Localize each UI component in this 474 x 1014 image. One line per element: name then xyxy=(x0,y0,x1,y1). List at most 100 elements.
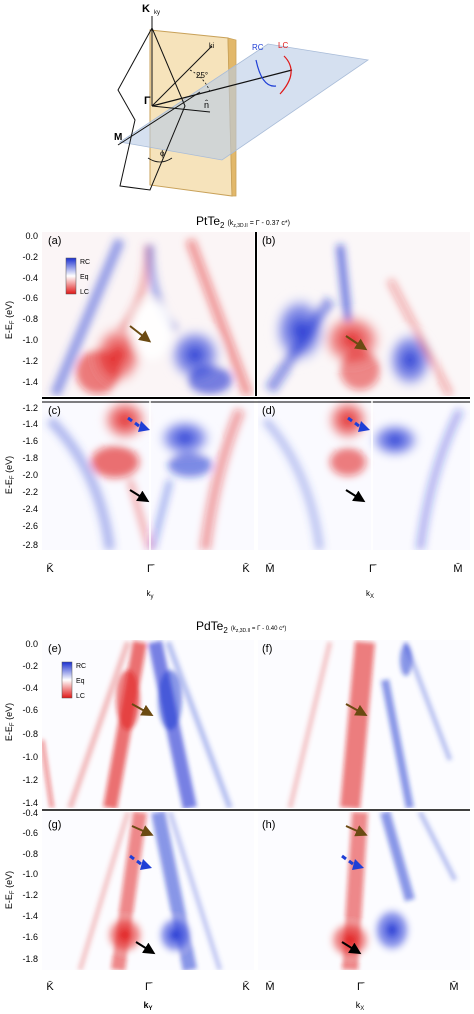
panel-b-label: (b) xyxy=(262,235,275,247)
pd-ylabel-top: E-EF (eV) xyxy=(4,703,16,741)
panel-g-map xyxy=(42,812,254,970)
y-tick: -2.0 xyxy=(22,470,38,480)
y-tick: -1.2 xyxy=(22,890,38,900)
ki-axis xyxy=(151,45,213,107)
x-tick: Γ̄ xyxy=(145,981,153,993)
gm-axis xyxy=(117,91,201,146)
ky-label: ky xyxy=(154,10,160,16)
phi-label: ϕ xyxy=(160,149,165,158)
pd-xlabel-right: kX xyxy=(356,1000,365,1012)
panel-f-map xyxy=(258,640,470,808)
ki-label: ki xyxy=(209,43,215,50)
panel-d-map xyxy=(258,400,470,550)
y-tick: -0.2 xyxy=(22,252,38,262)
x-tick: Γ̄ xyxy=(369,563,377,575)
x-tick: M̄ xyxy=(265,562,274,575)
y-tick: -1.0 xyxy=(22,869,38,879)
pd-xlabel-left: kY xyxy=(143,1000,152,1012)
pd-arrow-black-g xyxy=(135,941,156,955)
pd-ylabel-bottom: E-EF (eV) xyxy=(4,871,16,909)
x-tick: Γ̄ xyxy=(357,981,365,993)
pt-ylabel-top: E-EF (eV) xyxy=(4,301,16,339)
pt-colorbar xyxy=(65,257,77,295)
panel-e-label: (e) xyxy=(48,643,61,655)
x-tick: K̄ xyxy=(242,980,250,993)
pt-arrow-black-c xyxy=(129,489,150,503)
pt-legend-eq: Eq xyxy=(80,274,89,281)
pd-yaxis-bottom: -0.4 -0.6 -0.8 -1.0 -1.2 -1.4 -1.6 -1.8 xyxy=(22,808,38,964)
pd-arrow-brown-e xyxy=(131,703,154,716)
y-tick: -1.6 xyxy=(22,932,38,942)
y-tick: -0.8 xyxy=(22,314,38,324)
gamma-label: Γ xyxy=(144,95,151,107)
pd-legend-eq: Eq xyxy=(76,678,85,685)
y-tick: -0.2 xyxy=(22,661,38,671)
panel-c-map xyxy=(42,400,254,550)
y-tick: -1.2 xyxy=(22,403,38,413)
panel-b-map xyxy=(258,232,470,396)
pd-arrow-blue-dashed-g xyxy=(129,854,152,870)
pt-arrow-blue-dashed-c xyxy=(127,416,150,432)
pt-arrow-black-d xyxy=(345,489,366,503)
pd-colorbar-legend: RC Eq LC xyxy=(61,661,86,700)
pt-xaxis: K̄ Γ̄ K̄ M̄ Γ̄ M̄ xyxy=(46,562,462,575)
y-tick: -0.8 xyxy=(22,729,38,739)
pd-arrow-brown-f xyxy=(345,703,368,716)
pt-ylabel-bottom: E-EF (eV) xyxy=(4,456,16,494)
beam-line xyxy=(151,69,293,107)
panel-c-label: (c) xyxy=(48,405,61,417)
pt-yaxis-bottom: -1.2 -1.4 -1.6 -1.8 -2.0 -2.2 -2.4 -2.6 … xyxy=(22,403,38,550)
k-label: K xyxy=(142,3,150,15)
lc-label: LC xyxy=(278,41,288,50)
panel-f-label: (f) xyxy=(262,643,272,655)
x-tick: M̄ xyxy=(265,980,274,993)
pd-legend-rc: RC xyxy=(76,663,86,670)
y-tick: -0.8 xyxy=(22,849,38,859)
panel-e-map xyxy=(42,640,254,808)
panel-g-label: (g) xyxy=(48,819,61,831)
y-tick: -1.2 xyxy=(22,775,38,785)
n-axis xyxy=(151,105,211,113)
y-tick: 0.0 xyxy=(25,639,38,649)
y-tick: -1.4 xyxy=(22,377,38,387)
pt-yaxis-top: 0.0 -0.2 -0.4 -0.6 -0.8 -1.0 -1.2 -1.4 xyxy=(22,231,38,387)
blue-plane xyxy=(118,43,370,161)
y-tick: -1.8 xyxy=(22,954,38,964)
pd-yaxis-top: 0.0 -0.2 -0.4 -0.6 -0.8 -1.0 -1.2 -1.4 xyxy=(22,639,38,808)
x-tick: K̄ xyxy=(242,562,250,575)
angle-label: 25° xyxy=(196,71,208,80)
panel-h-map xyxy=(258,812,470,970)
pd-arrow-brown-h xyxy=(345,825,368,837)
x-tick: K̄ xyxy=(46,562,54,575)
y-tick: -2.4 xyxy=(22,504,38,514)
pd-arrow-black-h xyxy=(341,941,362,955)
y-tick: -0.6 xyxy=(22,828,38,838)
pt-legend-lc: LC xyxy=(80,289,89,296)
y-tick: -1.6 xyxy=(22,436,38,446)
y-tick: -2.8 xyxy=(22,540,38,550)
y-tick: -2.6 xyxy=(22,521,38,531)
pt-legend-rc: RC xyxy=(80,259,90,266)
phi-arc xyxy=(147,157,173,163)
pd-title: PdTe2 (kz,3D.II = Γ - 0.40 c*) xyxy=(196,619,286,635)
y-tick: -1.2 xyxy=(22,356,38,366)
pt-xlabel-left: ky xyxy=(147,589,154,600)
panel-h-label: (h) xyxy=(262,819,275,831)
pt-title: PtTe2 (kz,3D.II = Γ - 0.37 c*) xyxy=(196,214,290,230)
pd-legend-lc: LC xyxy=(76,693,85,700)
y-tick: -1.0 xyxy=(22,335,38,345)
pd-xaxis: K̄ Γ̄ K̄ M̄ Γ̄ M̄ xyxy=(46,980,458,993)
panel-a-label: (a) xyxy=(48,235,61,247)
pd-arrow-brown-g xyxy=(131,825,154,837)
pt-colorbar-legend: RC Eq LC xyxy=(65,257,90,296)
y-tick: -0.4 xyxy=(22,273,38,283)
y-tick: -0.6 xyxy=(22,293,38,303)
geometry-schematic: K ky ki 25° Γ n̂ M ϕ RC LC xyxy=(114,3,370,197)
x-tick: M̄ xyxy=(449,980,458,993)
y-tick: 0.0 xyxy=(25,231,38,241)
rc-label: RC xyxy=(252,43,264,52)
pt-arrow-brown-b xyxy=(345,335,368,351)
y-tick: -0.4 xyxy=(22,683,38,693)
bz-outline xyxy=(117,27,186,191)
pd-colorbar xyxy=(61,661,73,699)
